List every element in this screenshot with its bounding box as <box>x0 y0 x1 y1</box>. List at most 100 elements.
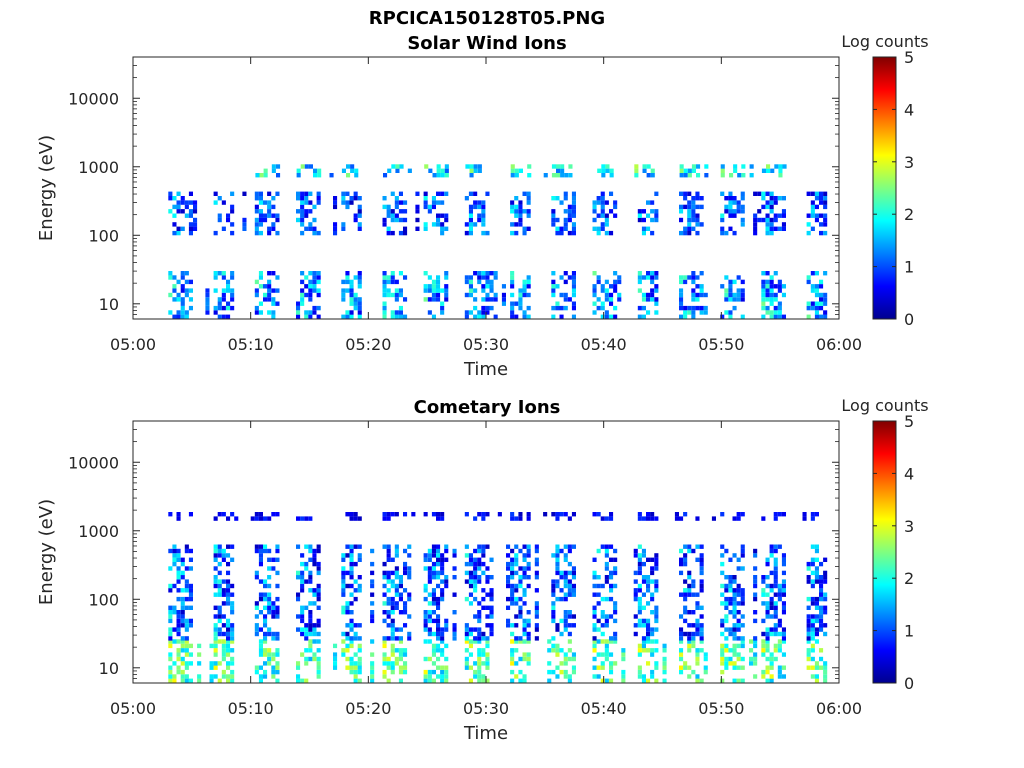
heatmap-cell <box>304 213 309 218</box>
heatmap-cell <box>510 557 515 562</box>
heatmap-cell <box>436 623 441 628</box>
heatmap-cell <box>473 168 478 173</box>
heatmap-cell <box>353 301 358 306</box>
heatmap-cell <box>444 292 449 298</box>
heatmap-cell <box>357 544 362 549</box>
heatmap-cell <box>493 314 498 319</box>
heatmap-cell <box>691 168 696 173</box>
heatmap-cell <box>514 614 519 619</box>
heatmap-cell <box>300 288 305 293</box>
heatmap-cell <box>427 610 432 615</box>
heatmap-cell <box>345 570 350 576</box>
heatmap-cell <box>654 191 659 196</box>
heatmap-cell <box>184 636 189 641</box>
heatmap-cell <box>390 669 395 675</box>
heatmap-cell <box>481 648 486 653</box>
heatmap-cell <box>654 610 659 615</box>
heatmap-cell <box>440 230 445 236</box>
heatmap-cell <box>571 284 576 289</box>
heatmap-cell <box>485 605 490 610</box>
heatmap-cell <box>506 618 511 624</box>
heatmap-cell <box>403 610 408 615</box>
heatmap-cell <box>679 627 684 632</box>
heatmap-cell <box>679 516 684 521</box>
heatmap-cell <box>650 669 655 675</box>
heatmap-cell <box>386 275 391 280</box>
heatmap-cell <box>526 544 531 549</box>
heatmap-cell <box>753 575 758 580</box>
heatmap-cell <box>275 544 280 549</box>
heatmap-cell <box>394 592 399 597</box>
heatmap-cell <box>732 305 737 311</box>
heatmap-cell <box>613 548 618 554</box>
heatmap-cell <box>724 583 729 589</box>
heatmap-cell <box>304 656 309 662</box>
heatmap-cell <box>267 652 272 657</box>
heatmap-cell <box>226 592 231 597</box>
heatmap-cell <box>296 191 301 196</box>
heatmap-cell <box>382 288 387 293</box>
heatmap-cell <box>168 271 173 276</box>
heatmap-cell <box>740 204 745 210</box>
heatmap-cell <box>254 665 259 670</box>
heatmap-cell <box>349 284 354 289</box>
heatmap-cell <box>485 230 490 236</box>
heatmap-cell <box>720 544 725 549</box>
heatmap-cell <box>567 579 572 584</box>
heatmap-cell <box>810 204 815 210</box>
heatmap-cell <box>699 196 704 201</box>
heatmap-cell <box>464 596 469 602</box>
heatmap-cell <box>477 656 482 662</box>
heatmap-cell <box>613 605 618 610</box>
heatmap-cell <box>489 592 494 597</box>
heatmap-cell <box>609 636 614 641</box>
heatmap-cell <box>563 544 568 549</box>
heatmap-cell <box>263 596 268 602</box>
heatmap-cell <box>184 605 189 610</box>
heatmap-cell <box>819 579 824 584</box>
heatmap-cell <box>695 592 700 597</box>
heatmap-cell <box>732 648 737 653</box>
heatmap-cell <box>345 200 350 205</box>
heatmap-cell <box>819 665 824 670</box>
heatmap-cell <box>267 284 272 289</box>
heatmap-cell <box>613 200 618 205</box>
heatmap-cell <box>304 661 309 666</box>
heatmap-cell <box>765 217 770 223</box>
heatmap-cell <box>427 631 432 637</box>
heatmap-cell <box>254 516 259 521</box>
heatmap-cell <box>407 592 412 597</box>
heatmap-cell <box>357 516 362 521</box>
heatmap-cell <box>571 575 576 580</box>
heatmap-cell <box>592 648 597 653</box>
heatmap-cell <box>814 557 819 562</box>
heatmap-cell <box>526 314 531 319</box>
heatmap-cell <box>806 222 811 227</box>
heatmap-cell <box>769 297 774 302</box>
heatmap-cell <box>522 310 527 315</box>
heatmap-cell <box>765 669 770 675</box>
heatmap-cell <box>485 678 490 683</box>
heatmap-cell <box>810 570 815 576</box>
heatmap-cell <box>555 652 560 657</box>
heatmap-cell <box>819 200 824 205</box>
heatmap-cell <box>773 213 778 218</box>
x-tick-label: 05:00 <box>110 335 156 354</box>
heatmap-cell <box>728 627 733 632</box>
heatmap-cell <box>814 566 819 571</box>
heatmap-cell <box>333 230 338 236</box>
heatmap-cell <box>819 305 824 311</box>
heatmap-cell <box>382 583 387 589</box>
heatmap-cell <box>230 674 235 679</box>
heatmap-cell <box>810 674 815 679</box>
heatmap-cell <box>468 284 473 289</box>
heatmap-cell <box>423 288 428 293</box>
heatmap-cell <box>741 164 746 169</box>
heatmap-cell <box>300 292 305 298</box>
heatmap-cell <box>341 639 346 644</box>
heatmap-cell <box>394 314 399 319</box>
heatmap-cell <box>522 292 527 298</box>
heatmap-cell <box>568 173 573 178</box>
heatmap-cell <box>695 627 700 632</box>
heatmap-cell <box>600 583 605 589</box>
